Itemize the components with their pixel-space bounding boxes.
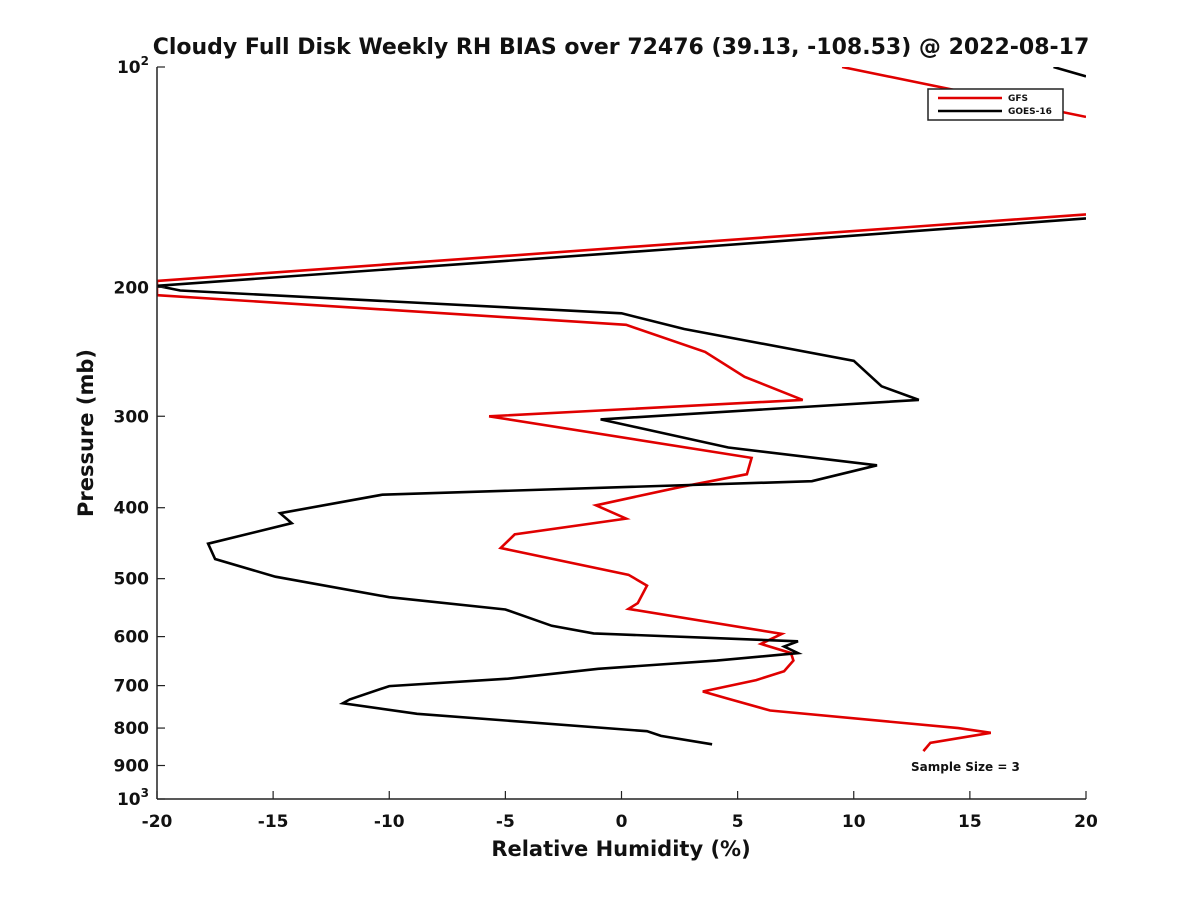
series-line-goes-16-1 (1053, 67, 1086, 78)
legend-label: GOES-16 (1008, 107, 1052, 117)
x-axis-label: Relative Humidity (%) (491, 837, 750, 861)
y-tick-label: 700 (114, 677, 150, 697)
legend-label: GFS (1008, 94, 1028, 104)
x-tick-label: 0 (616, 812, 628, 832)
x-tick-label: 5 (732, 812, 744, 832)
y-tick-label: 200 (114, 278, 150, 298)
plot-area (157, 67, 1086, 799)
series-line-goes-16-2 (157, 217, 1086, 746)
series-line-gfs-2 (157, 213, 1086, 752)
chart-title: Cloudy Full Disk Weekly RH BIAS over 724… (153, 35, 1090, 60)
y-tick-label: 500 (114, 570, 150, 590)
y-tick-label: 400 (114, 499, 150, 519)
y-axis-ticks: 102 200 300 400 500 600 700 800 900 103 (114, 54, 165, 810)
y-axis-label: Pressure (mb) (74, 349, 98, 517)
y-tick-label: 900 (114, 757, 150, 777)
y-tick-label: 800 (114, 719, 150, 739)
y-tick-label: 600 (114, 628, 150, 648)
y-tick-label: 103 (117, 786, 149, 810)
x-tick-label: -5 (496, 812, 515, 832)
legend-box (927, 88, 1064, 121)
legend: GFS GOES-16 (927, 88, 1064, 121)
sample-size-annotation: Sample Size = 3 (911, 760, 1020, 774)
y-tick-label: 102 (117, 54, 149, 78)
x-tick-label: -20 (142, 812, 173, 832)
x-axis-ticks: -20 -15 -10 -5 0 5 10 15 20 (142, 791, 1098, 832)
x-tick-label: 20 (1074, 812, 1098, 832)
x-tick-label: -15 (258, 812, 289, 832)
y-tick-label: 300 (114, 407, 150, 427)
x-tick-label: 10 (842, 812, 866, 832)
x-tick-label: -10 (374, 812, 405, 832)
x-tick-label: 15 (958, 812, 982, 832)
